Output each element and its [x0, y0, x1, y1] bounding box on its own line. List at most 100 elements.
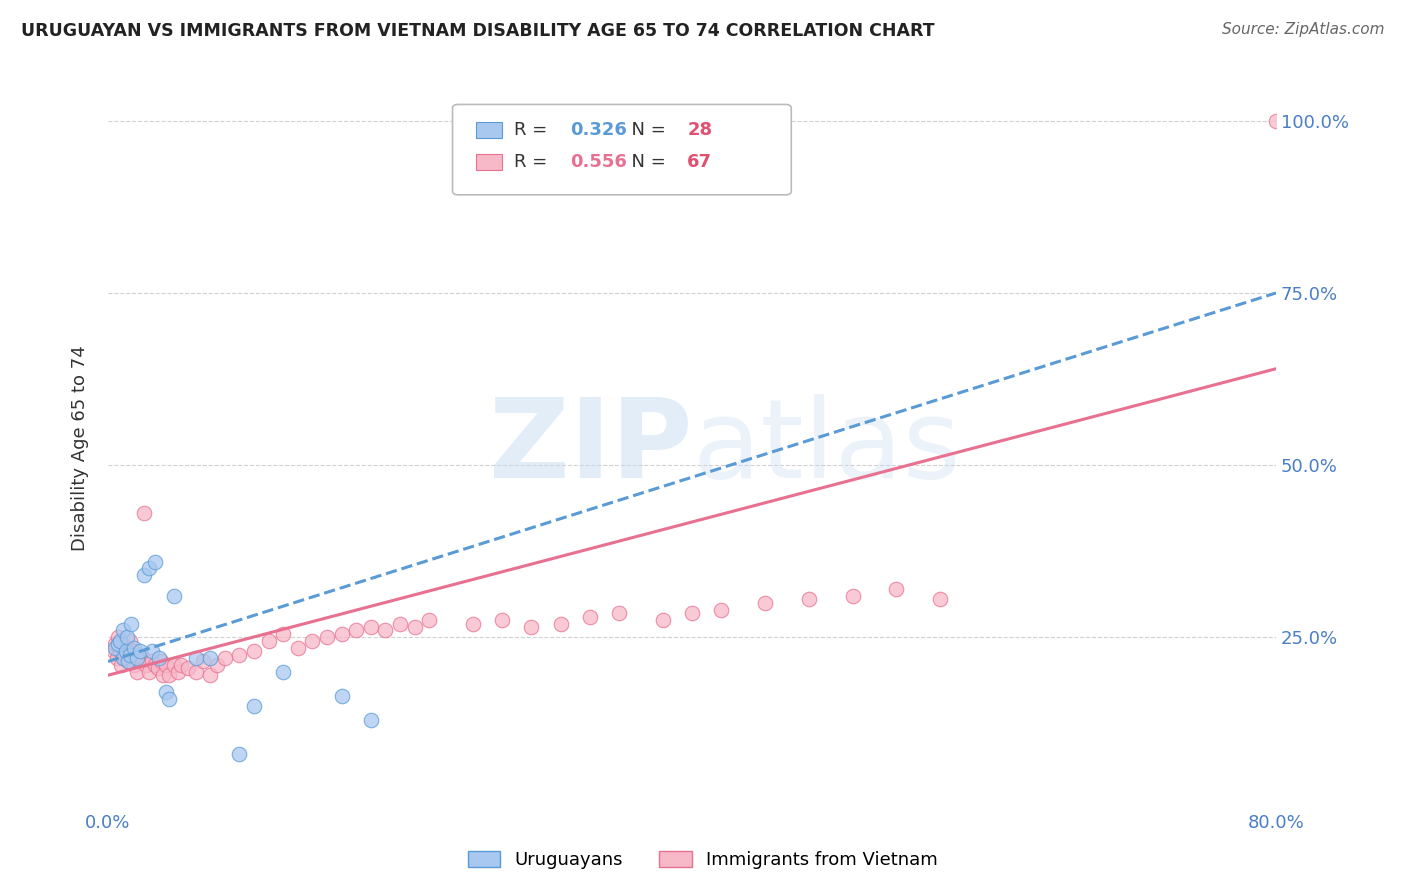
- Point: [120, 651, 142, 665]
- Point: [104, 637, 127, 651]
- Point: [122, 640, 145, 655]
- FancyBboxPatch shape: [453, 104, 792, 194]
- Point: [114, 644, 136, 658]
- Point: [127, 665, 149, 679]
- Point: [107, 631, 129, 645]
- Point: [143, 555, 166, 569]
- Point: [578, 609, 600, 624]
- FancyBboxPatch shape: [475, 154, 502, 170]
- Point: [191, 655, 214, 669]
- Point: [108, 633, 131, 648]
- Point: [118, 648, 141, 662]
- Point: [418, 613, 440, 627]
- Point: [360, 713, 382, 727]
- Point: [257, 633, 280, 648]
- Point: [149, 655, 172, 669]
- Point: [163, 589, 186, 603]
- Point: [651, 613, 673, 627]
- Point: [111, 651, 134, 665]
- Point: [129, 644, 152, 658]
- Point: [167, 665, 190, 679]
- Text: atlas: atlas: [692, 394, 960, 501]
- Point: [228, 747, 250, 762]
- Point: [118, 633, 141, 648]
- Point: [330, 689, 353, 703]
- Point: [886, 582, 908, 596]
- Point: [710, 603, 733, 617]
- Point: [184, 665, 207, 679]
- Point: [287, 640, 309, 655]
- Point: [155, 657, 177, 672]
- Point: [134, 568, 156, 582]
- Point: [360, 620, 382, 634]
- Point: [841, 589, 863, 603]
- Point: [115, 648, 138, 662]
- Point: [1265, 113, 1288, 128]
- Point: [681, 606, 703, 620]
- Point: [157, 692, 180, 706]
- Point: [141, 655, 163, 669]
- Point: [155, 685, 177, 699]
- Point: [184, 651, 207, 665]
- Point: [388, 616, 411, 631]
- Point: [112, 651, 135, 665]
- Text: N =: N =: [620, 153, 671, 171]
- Legend: Uruguayans, Immigrants from Vietnam: Uruguayans, Immigrants from Vietnam: [458, 842, 948, 879]
- Point: [461, 616, 484, 631]
- Point: [163, 657, 186, 672]
- Point: [111, 637, 134, 651]
- Point: [243, 644, 266, 658]
- Text: R =: R =: [515, 120, 554, 139]
- Point: [125, 648, 148, 662]
- Point: [491, 613, 513, 627]
- Text: Source: ZipAtlas.com: Source: ZipAtlas.com: [1222, 22, 1385, 37]
- Point: [104, 640, 127, 655]
- Point: [330, 627, 353, 641]
- Point: [146, 661, 169, 675]
- Text: ZIP: ZIP: [489, 394, 692, 501]
- Point: [117, 655, 139, 669]
- Point: [121, 644, 143, 658]
- Point: [550, 616, 572, 631]
- Point: [111, 624, 134, 638]
- Point: [344, 624, 367, 638]
- Point: [243, 699, 266, 714]
- Point: [607, 606, 630, 620]
- Point: [122, 657, 145, 672]
- Point: [138, 561, 160, 575]
- Point: [117, 655, 139, 669]
- Point: [132, 651, 155, 665]
- Point: [157, 668, 180, 682]
- Point: [797, 592, 820, 607]
- Point: [170, 657, 193, 672]
- Point: [177, 661, 200, 675]
- Point: [120, 616, 142, 631]
- Text: 28: 28: [688, 120, 713, 139]
- Point: [271, 665, 294, 679]
- Text: 0.556: 0.556: [571, 153, 627, 171]
- Point: [138, 665, 160, 679]
- Text: N =: N =: [620, 120, 671, 139]
- Point: [108, 644, 131, 658]
- Point: [114, 640, 136, 655]
- Point: [214, 651, 236, 665]
- Point: [103, 644, 125, 658]
- Point: [228, 648, 250, 662]
- Point: [148, 651, 170, 665]
- Text: 0.326: 0.326: [571, 120, 627, 139]
- Point: [127, 651, 149, 665]
- Y-axis label: Disability Age 65 to 74: Disability Age 65 to 74: [72, 345, 89, 551]
- Point: [929, 592, 952, 607]
- Point: [115, 631, 138, 645]
- Point: [105, 651, 128, 665]
- Point: [107, 637, 129, 651]
- Point: [520, 620, 543, 634]
- Text: R =: R =: [515, 153, 554, 171]
- Point: [754, 596, 776, 610]
- Point: [134, 507, 156, 521]
- Point: [301, 633, 323, 648]
- Point: [316, 631, 339, 645]
- Point: [110, 657, 132, 672]
- FancyBboxPatch shape: [475, 122, 502, 137]
- Point: [198, 668, 221, 682]
